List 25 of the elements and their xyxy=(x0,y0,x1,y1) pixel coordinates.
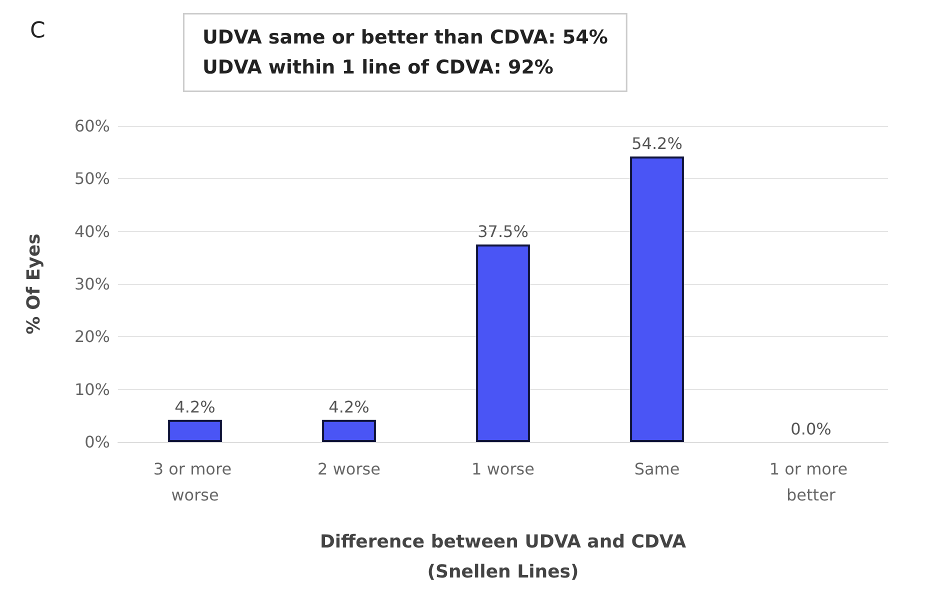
data-label: 37.5% xyxy=(478,222,528,241)
y-tick-label: 60% xyxy=(74,116,110,136)
y-tick-label: 10% xyxy=(74,380,110,399)
bar xyxy=(168,420,222,442)
x-tick-label: 1 worse xyxy=(472,460,534,478)
y-tick-label: 0% xyxy=(84,432,110,452)
data-label: 4.2% xyxy=(174,397,216,416)
x-axis-title: Difference between UDVA and CDVA (Snellen Lines) xyxy=(320,532,686,582)
text: C xyxy=(30,18,46,44)
bar xyxy=(476,244,530,442)
data-label: 54.2% xyxy=(632,134,682,154)
x-tick-label: 1 or more better xyxy=(769,460,853,504)
x-tick-label: 3 or more worse xyxy=(153,460,237,504)
y-tick-label: 30% xyxy=(74,274,110,294)
text: UDVA same or better than CDVA: 54% UDVA within 1 line of CDVA: 92% xyxy=(202,26,608,78)
y-tick-label: 50% xyxy=(74,169,110,188)
data-label: 0.0% xyxy=(790,420,832,438)
x-tick-label: 2 worse xyxy=(318,460,380,478)
bar xyxy=(630,156,684,442)
y-axis-title: % Of Eyes xyxy=(24,234,44,334)
bar xyxy=(322,420,376,442)
y-tick-label: 40% xyxy=(74,222,110,241)
x-tick-label: Same xyxy=(634,460,680,478)
data-label: 4.2% xyxy=(328,397,370,416)
y-tick-label: 20% xyxy=(74,327,110,346)
